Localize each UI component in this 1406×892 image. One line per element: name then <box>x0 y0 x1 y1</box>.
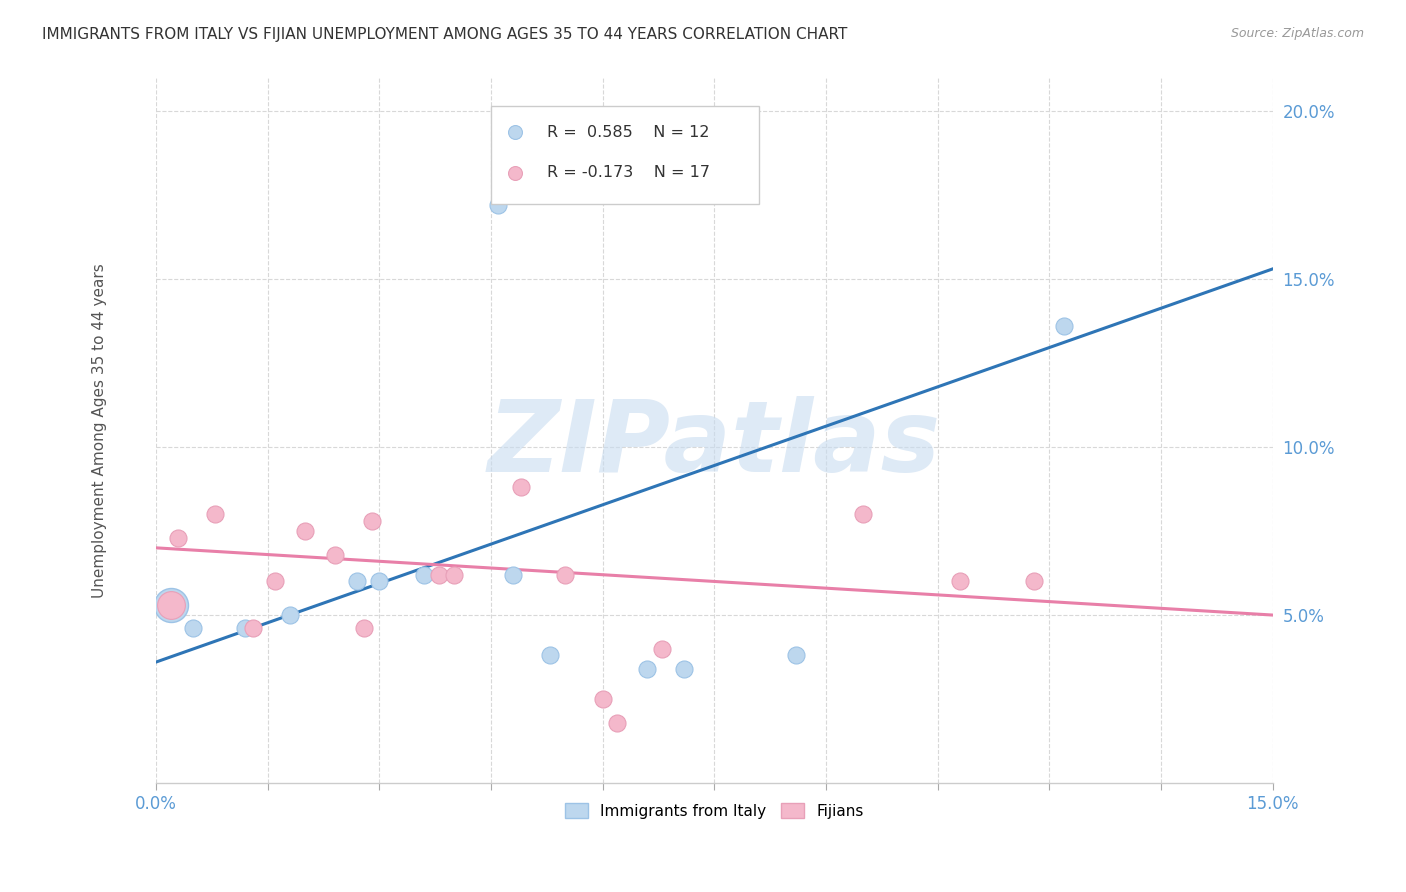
Point <box>233 622 256 636</box>
Y-axis label: Unemployment Among Ages 35 to 44 years: Unemployment Among Ages 35 to 44 years <box>93 263 107 598</box>
Text: ZIPatlas: ZIPatlas <box>488 396 941 493</box>
Point <box>427 567 450 582</box>
Point <box>346 574 368 589</box>
Point <box>554 567 576 582</box>
Text: IMMIGRANTS FROM ITALY VS FIJIAN UNEMPLOYMENT AMONG AGES 35 TO 44 YEARS CORRELATI: IMMIGRANTS FROM ITALY VS FIJIAN UNEMPLOY… <box>42 27 848 42</box>
Point <box>606 715 628 730</box>
Point <box>540 648 562 663</box>
Text: R = -0.173    N = 17: R = -0.173 N = 17 <box>547 165 710 180</box>
Point <box>323 548 346 562</box>
Point <box>368 574 391 589</box>
Point <box>353 622 375 636</box>
Point <box>264 574 287 589</box>
Point <box>242 622 264 636</box>
Point <box>509 480 531 494</box>
Point <box>181 622 204 636</box>
Point <box>360 514 382 528</box>
Point <box>486 198 509 212</box>
Point <box>413 567 436 582</box>
Point <box>1053 319 1076 334</box>
Point <box>852 508 875 522</box>
Point <box>651 641 673 656</box>
Point <box>204 508 226 522</box>
Point <box>160 598 183 612</box>
Text: R =  0.585    N = 12: R = 0.585 N = 12 <box>547 125 709 140</box>
Bar <box>491 105 759 204</box>
Point <box>167 531 190 545</box>
Point <box>592 692 614 706</box>
Point <box>1024 574 1046 589</box>
Point <box>278 608 301 623</box>
Point <box>636 662 658 676</box>
Legend: Immigrants from Italy, Fijians: Immigrants from Italy, Fijians <box>558 797 870 825</box>
Point <box>949 574 972 589</box>
Point <box>160 598 183 612</box>
Point <box>673 662 696 676</box>
Text: Source: ZipAtlas.com: Source: ZipAtlas.com <box>1230 27 1364 40</box>
Point <box>443 567 465 582</box>
Point <box>502 567 524 582</box>
Point <box>785 648 807 663</box>
Point <box>294 524 316 538</box>
